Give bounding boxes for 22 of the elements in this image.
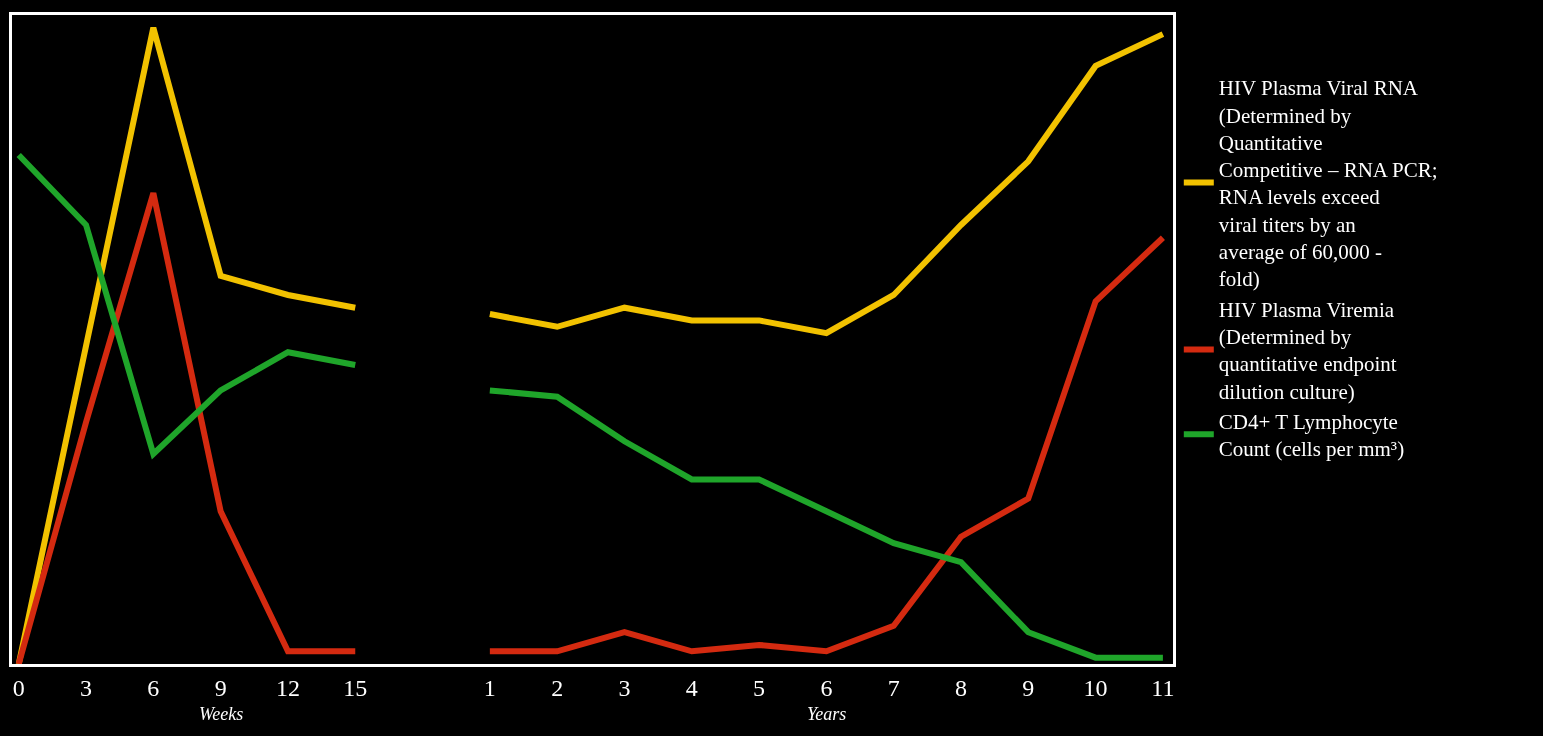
x-tick-label: 4 xyxy=(685,674,698,701)
x-tick-label: 15 xyxy=(343,674,368,701)
text: Weeks xyxy=(199,704,244,724)
x-tick-label: 2 xyxy=(551,674,564,701)
x-tick-label: 8 xyxy=(954,674,967,701)
x-tick-label: 6 xyxy=(147,674,160,701)
x-tick-label: 0 xyxy=(12,674,25,701)
x-tick-label: 5 xyxy=(753,674,766,701)
x-tick-label: 3 xyxy=(618,674,631,701)
x-tick-label: 3 xyxy=(80,674,93,701)
x-tick-label: 9 xyxy=(1022,674,1035,701)
x-tick-label: 11 xyxy=(1151,674,1175,701)
text: Years xyxy=(807,704,847,724)
x-tick-label: 6 xyxy=(820,674,833,701)
x-tick-label: 7 xyxy=(887,674,900,701)
x-tick-label: 9 xyxy=(214,674,227,701)
legend-label: HIV Plasma Viral RNA (Determined by Quantitative Competitive – RNA PCR; RNA levels exceed viral titers by an average of 60,000 - fold) xyxy=(1218,76,1438,292)
legend-label: CD4+ T Lymphocyte Count (cells per mm³) xyxy=(1218,409,1405,462)
x-tick-label: 1 xyxy=(483,674,496,701)
legend-label: HIV Plasma Viremia (Determined by quantitative endpoint dilution culture) xyxy=(1218,297,1397,404)
x-tick-label: 10 xyxy=(1083,674,1108,701)
x-tick-label: 12 xyxy=(275,674,300,701)
